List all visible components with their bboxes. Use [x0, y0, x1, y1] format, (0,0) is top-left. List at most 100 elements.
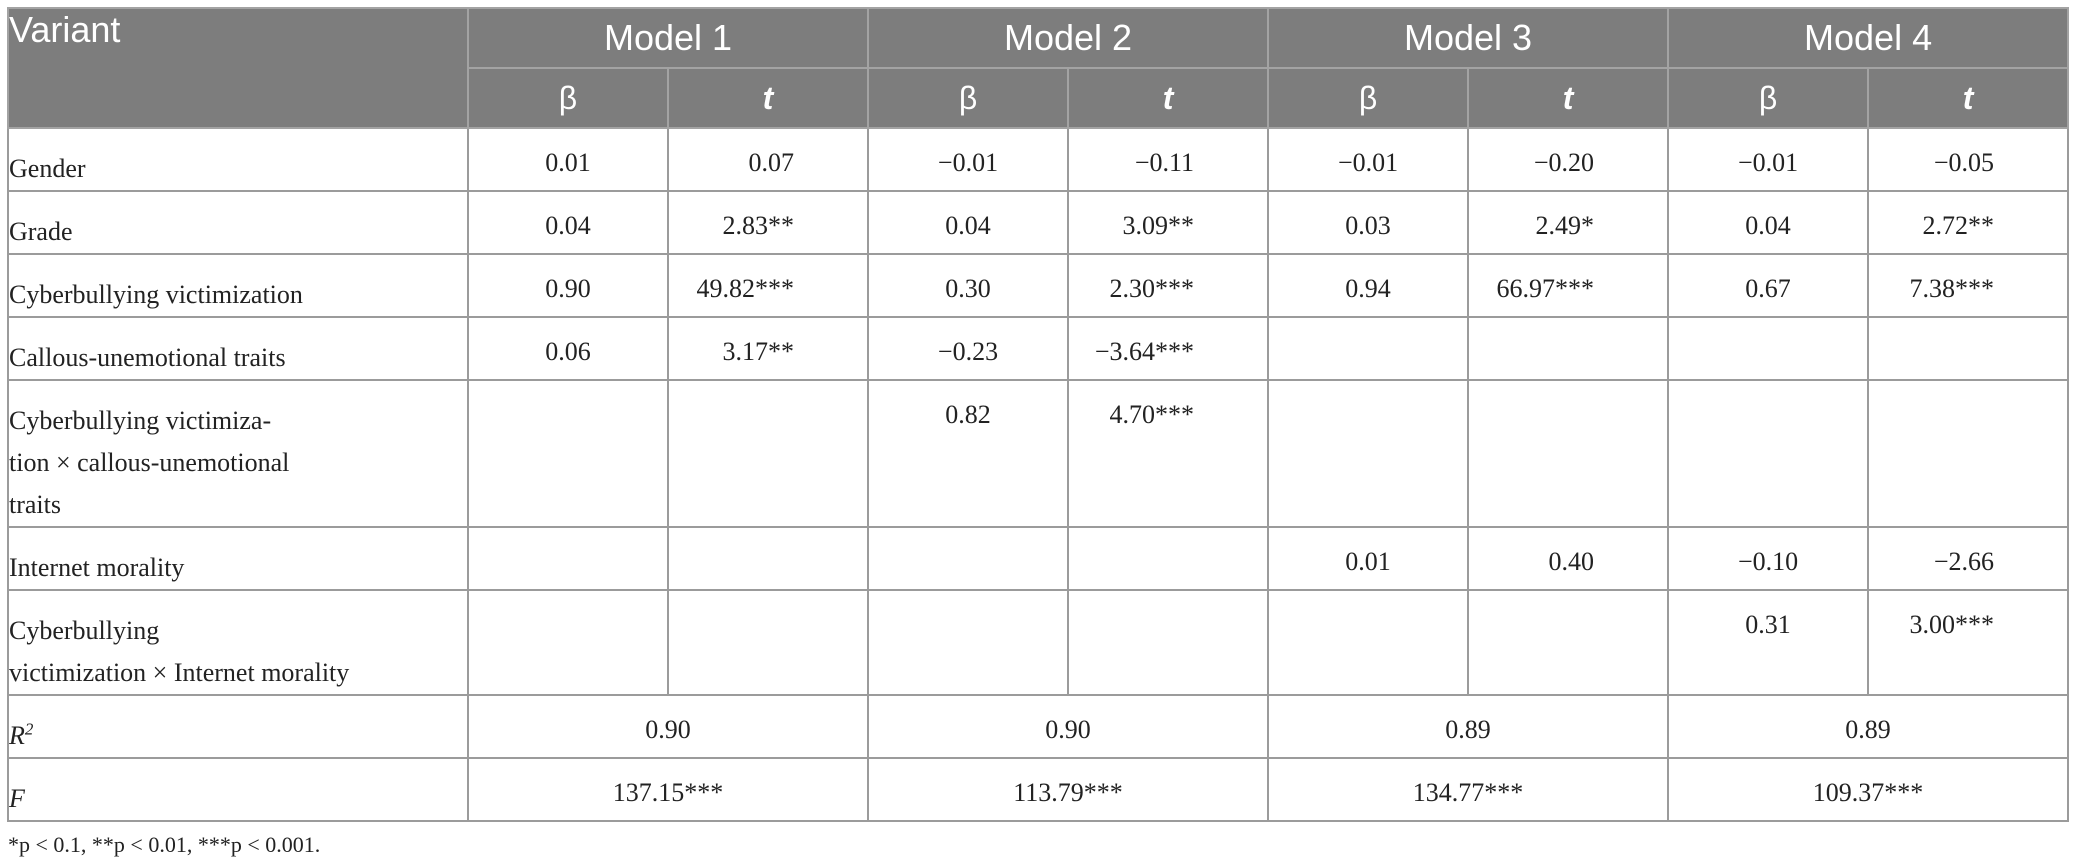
t-cell [1067, 526, 1270, 591]
row-label-line: traits [9, 490, 61, 519]
t-value: 2.30*** [1109, 274, 1195, 303]
beta-cell: 0.67 [1667, 253, 1870, 318]
t-cell [1867, 379, 2070, 528]
beta-header: β [1267, 67, 1470, 129]
t-cell [1867, 316, 2070, 381]
t-value: 66.97*** [1496, 274, 1595, 303]
row-label: Gender [7, 127, 469, 192]
t-cell: 2.83** [666, 190, 870, 255]
t-cell: −2.66 [1867, 526, 2070, 591]
t-value: −0.20 [1533, 148, 1595, 177]
t-value: −3.64*** [1094, 337, 1195, 366]
beta-cell: −0.01 [1267, 127, 1470, 192]
t-value: 49.82*** [696, 274, 795, 303]
t-value: 3.17** [722, 337, 795, 366]
t-cell [1067, 589, 1270, 696]
beta-cell: 0.82 [867, 379, 1070, 528]
t-value: 4.70*** [1109, 400, 1195, 429]
table-row: Cyberbullying victimiza-tion × callous-u… [7, 379, 2070, 528]
row-label-line: tion × callous-unemotional [9, 448, 290, 477]
beta-header: β [867, 67, 1070, 129]
table-row: Grade 0.04 2.83** 0.04 3.09** 0.03 2.49*… [7, 190, 2070, 255]
beta-cell: −0.23 [867, 316, 1070, 381]
table-row: Internet morality 0.01 0.40 −0.10 −2.66 [7, 526, 2070, 591]
f-statistic-label: F [7, 757, 469, 822]
row-label-line: victimization × Internet morality [9, 658, 350, 687]
t-value: 3.00*** [1909, 610, 1995, 639]
row-label: Internet morality [7, 526, 469, 591]
model-2-header: Model 2 [867, 7, 1270, 69]
t-cell: 49.82*** [666, 253, 870, 318]
t-header: t [666, 67, 870, 129]
row-label: Cyberbullying victimiza-tion × callous-u… [7, 379, 469, 528]
t-cell: −0.05 [1867, 127, 2070, 192]
r-squared-model-1: 0.90 [466, 694, 870, 759]
regression-table: Variant Model 1 Model 2 Model 3 Model 4 … [7, 7, 2070, 822]
t-cell: −3.64*** [1067, 316, 1270, 381]
t-cell: 0.40 [1467, 526, 1670, 591]
beta-cell: −0.10 [1667, 526, 1870, 591]
row-label: Cyberbullying victimization × Internet mo… [7, 589, 469, 696]
table-row: Gender 0.01 0.07 −0.01 −0.11 −0.01 −0.20… [7, 127, 2070, 192]
t-cell [1467, 589, 1670, 696]
beta-cell [1267, 316, 1470, 381]
header-row-coefficients: β t β t β t β t [8, 67, 2070, 129]
beta-cell [1667, 316, 1870, 381]
model-3-header: Model 3 [1267, 7, 1670, 69]
row-label: Cyberbullying victimization [7, 253, 469, 318]
t-cell [1467, 379, 1670, 528]
beta-cell [1267, 379, 1470, 528]
row-label-line: Cyberbullying victimiza- [9, 406, 272, 435]
beta-cell: 0.94 [1267, 253, 1470, 318]
r-squared-row: R2 0.90 0.90 0.89 0.89 [7, 694, 2070, 759]
beta-cell [1267, 589, 1470, 696]
beta-cell [467, 589, 669, 696]
table-row: Cyberbullying victimization × Internet mo… [7, 589, 2070, 696]
f-model-3: 134.77*** [1267, 757, 1670, 822]
beta-cell: 0.04 [467, 190, 669, 255]
t-header: t [1867, 67, 2070, 129]
t-value: 0.40 [1548, 547, 1595, 576]
beta-cell: 0.01 [467, 127, 669, 192]
r-squared-exponent: 2 [24, 719, 34, 739]
beta-cell: 0.31 [1667, 589, 1870, 696]
f-model-1: 137.15*** [466, 757, 870, 822]
f-statistic-row: F 137.15*** 113.79*** 134.77*** 109.37**… [7, 757, 2070, 822]
t-cell: 3.17** [666, 316, 870, 381]
t-header: t [1467, 67, 1670, 129]
f-model-2: 113.79*** [867, 757, 1270, 822]
beta-cell: −0.01 [867, 127, 1070, 192]
t-cell: 4.70*** [1067, 379, 1270, 528]
t-header: t [1067, 67, 1270, 129]
beta-cell [467, 526, 669, 591]
t-cell: 2.30*** [1067, 253, 1270, 318]
t-value: 0.07 [748, 148, 795, 177]
significance-footnote: *p < 0.1, **p < 0.01, ***p < 0.001. [8, 832, 321, 857]
beta-cell [467, 379, 669, 528]
t-value: 3.09** [1122, 211, 1195, 240]
t-cell [666, 589, 870, 696]
t-value: 2.72** [1922, 211, 1995, 240]
r-squared-symbol: R [9, 721, 25, 750]
row-label: Callous-unemotional traits [7, 316, 469, 381]
t-cell: 3.09** [1067, 190, 1270, 255]
beta-cell: 0.04 [867, 190, 1070, 255]
variant-header: Variant [7, 7, 469, 129]
t-cell [1467, 316, 1670, 381]
table-row: Callous-unemotional traits 0.06 3.17** −… [7, 316, 2070, 381]
model-4-header: Model 4 [1667, 7, 2070, 69]
r-squared-model-3: 0.89 [1267, 694, 1670, 759]
t-value: −2.66 [1933, 547, 1995, 576]
table-body: Gender 0.01 0.07 −0.01 −0.11 −0.01 −0.20… [7, 127, 2070, 822]
row-label-line: Cyberbullying [9, 616, 160, 645]
row-label: Grade [7, 190, 469, 255]
beta-header: β [1667, 67, 1870, 129]
t-cell: −0.20 [1467, 127, 1670, 192]
r-squared-label: R2 [7, 694, 469, 759]
t-value: −0.05 [1933, 148, 1995, 177]
beta-cell [867, 589, 1070, 696]
model-1-header: Model 1 [466, 7, 870, 69]
t-cell: 3.00*** [1867, 589, 2070, 696]
beta-cell: 0.03 [1267, 190, 1470, 255]
